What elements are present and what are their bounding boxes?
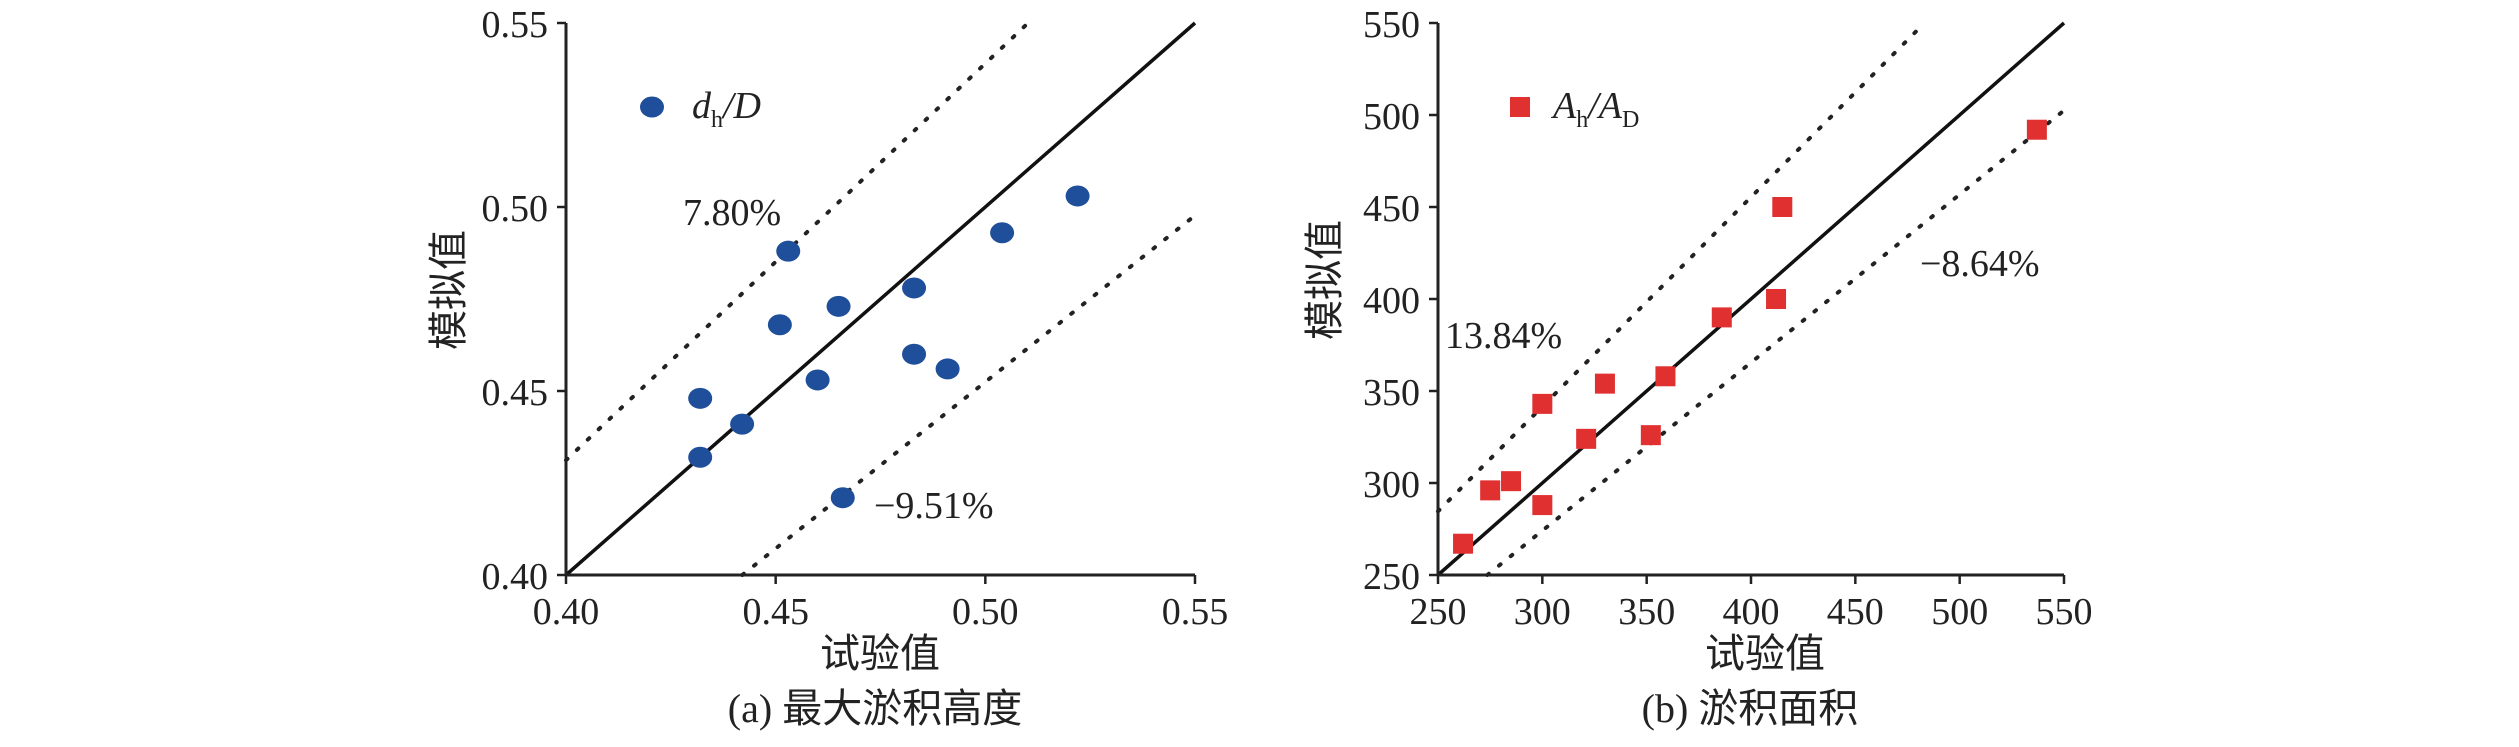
chart-b-upper-band-line [1436,21,1927,514]
chart-a-data-point [767,314,792,336]
chart-b-ytick-label: 400 [1363,280,1420,322]
chart-a-data-point [688,387,713,409]
chart-a-data-point [688,446,713,468]
chart-b-legend-label: Ah/AD [1550,85,1639,133]
chart-a-data-point [935,358,960,380]
chart-b-x-axis-label: 试验值 [1705,631,1825,676]
chart-a-data-point [990,222,1015,244]
chart-b-xtick-label: 550 [2036,591,2093,633]
chart-a-y-axis-label: 模拟值 [426,230,471,350]
chart-b-data-point [1766,289,1787,309]
chart-a-data-point [805,369,830,391]
chart-b-ytick-label: 350 [1363,372,1420,414]
chart-a-xtick-label: 0.50 [952,591,1019,633]
chart-a-data-point [730,413,755,435]
chart-b-ytick-label: 300 [1363,464,1420,506]
chart-b-ytick-label: 450 [1363,188,1420,230]
chart-b-data-point [1655,366,1676,387]
chart-b-plot-lines [1436,21,2066,577]
chart-a-points [688,185,1090,509]
chart-b-data-point [1594,373,1615,394]
chart-a-data-point [830,487,855,509]
chart-b-data-point [1501,471,1522,492]
chart-a-upper-band-line [564,21,1031,463]
chart-a-data-point [1065,185,1090,207]
chart-a-data-point [902,343,927,365]
chart-a: 0.40 0.45 0.50 0.55 0.40 0.45 0.50 0.55 … [426,4,1228,731]
chart-a-ytick-label: 0.40 [482,556,549,598]
chart-b-xtick-label: 250 [1410,591,1467,633]
chart-a-identity-line [564,21,1197,577]
chart-a-ytick-label: 0.55 [482,4,549,46]
chart-a-data-point [902,277,927,299]
chart-b-legend-marker [1510,97,1530,117]
chart-b-ytick-label: 500 [1363,96,1420,138]
chart-b-points [1453,119,2047,554]
chart-b-xtick-label: 350 [1618,591,1675,633]
chart-a-legend-marker [640,96,664,118]
chart-a-data-point [826,295,851,317]
chart-b-xtick-label: 450 [1827,591,1884,633]
chart-b-data-point [1453,533,1474,554]
chart-b-legend: Ah/AD [1510,85,1639,133]
chart-a-data-point [776,240,801,262]
chart-b-caption: (b) 淤积面积 [1642,686,1859,731]
chart-a-xtick-label: 0.40 [533,591,600,633]
chart-b: 250 300 350 400 450 500 550 250 300 350 … [1302,4,2093,731]
chart-b-identity-line [1436,21,2066,577]
chart-b-upper-band-label: 13.84% [1445,315,1562,357]
chart-b-data-point [1532,495,1553,516]
chart-a-xtick-label: 0.45 [742,591,809,633]
chart-a-x-axis-label: 试验值 [820,631,940,676]
chart-b-xtick-label: 400 [1723,591,1780,633]
chart-a-upper-band-label: 7.80% [683,192,781,234]
chart-a-caption: (a) 最大淤积高度 [728,686,1022,731]
chart-b-tick-marks [1429,21,2066,584]
chart-b-xtick-label: 300 [1514,591,1571,633]
chart-b-data-point [1772,197,1793,217]
chart-b-data-point [1711,307,1732,328]
chart-a-plot-lines [564,21,1197,577]
chart-b-ytick-label: 250 [1363,556,1420,598]
chart-b-ytick-label: 550 [1363,4,1420,46]
chart-b-data-point [1480,480,1501,501]
chart-b-lower-band-label: −8.64% [1920,243,2040,285]
chart-a-lower-band-line [740,213,1197,577]
chart-b-y-axis-label: 模拟值 [1302,220,1347,340]
chart-b-data-point [1640,425,1661,446]
chart-a-legend-label: dh/D [692,85,761,133]
chart-a-ytick-label: 0.45 [482,372,549,414]
chart-b-lower-band-line [1485,108,2066,577]
chart-b-data-point [1532,393,1553,414]
chart-b-data-point [2026,119,2047,140]
chart-a-ytick-label: 0.50 [482,188,549,230]
chart-a-lower-band-label: −9.51% [874,485,994,527]
chart-b-xtick-label: 500 [1931,591,1988,633]
chart-a-legend: dh/D [640,85,761,133]
chart-b-data-point [1576,428,1597,449]
chart-a-xtick-label: 0.55 [1162,591,1229,633]
chart-a-tick-marks [557,21,1197,584]
